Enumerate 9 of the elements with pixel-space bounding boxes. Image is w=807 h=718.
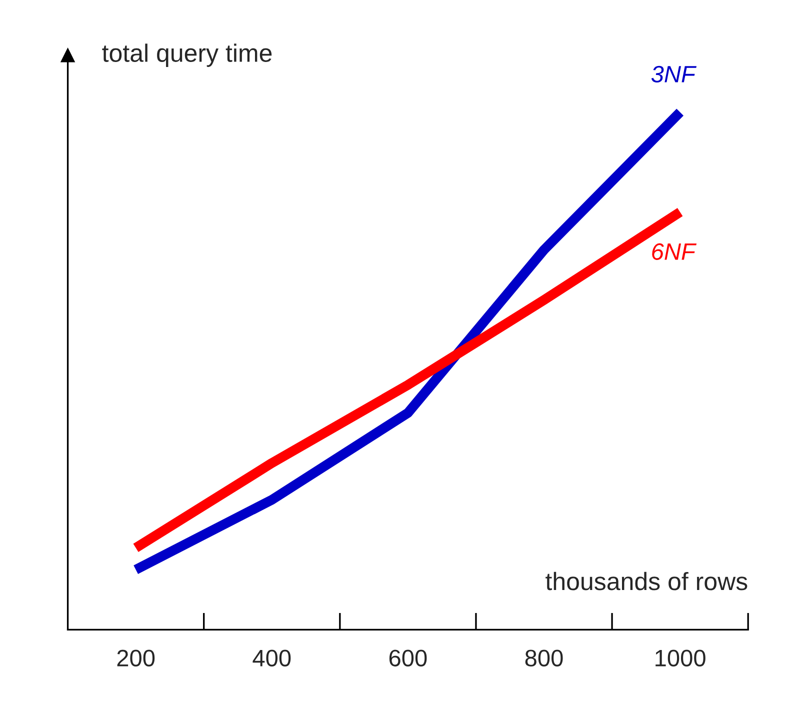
x-axis-title: thousands of rows (546, 572, 748, 590)
x-tick-label: 800 (525, 650, 563, 666)
x-tick-label: 200 (117, 650, 155, 666)
series-label: 6NF (652, 243, 697, 260)
series-label: 3NF (651, 66, 697, 83)
x-tick-label: 600 (389, 650, 427, 666)
x-tick-label: 400 (252, 650, 291, 666)
x-tick-label: 1000 (656, 650, 706, 666)
y-axis-title: total query time (102, 44, 272, 67)
